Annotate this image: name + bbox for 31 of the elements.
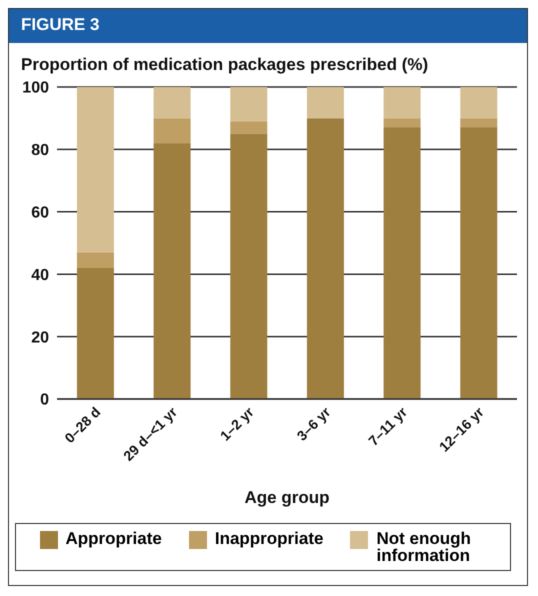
bar — [154, 87, 191, 118]
bar — [230, 134, 268, 399]
y-tick-label: 40 — [31, 266, 50, 284]
y-tick-label: 60 — [31, 204, 50, 222]
bar — [76, 268, 114, 399]
bar — [230, 121, 268, 134]
bar — [460, 118, 498, 128]
bar — [154, 118, 191, 144]
y-tick-label: 20 — [31, 329, 50, 346]
bar — [154, 143, 191, 399]
bar — [384, 118, 421, 128]
y-tick-label: 0 — [40, 392, 50, 409]
bar — [76, 87, 114, 252]
x-tick-label: 3–6 yr — [294, 403, 334, 444]
bar — [230, 87, 268, 122]
x-axis-title: Age group — [244, 488, 330, 507]
bar — [384, 128, 421, 399]
y-axis-title: Proportion of medication packages prescribed (%) — [20, 54, 430, 75]
bar — [384, 87, 421, 118]
bar — [306, 118, 344, 399]
chart-title: FIGURE 3 — [9, 9, 527, 43]
legend-label: Inappropriate — [214, 529, 324, 548]
legend-label: Appropriate — [66, 529, 162, 548]
bar — [460, 128, 498, 399]
bar — [76, 252, 114, 268]
y-tick-label: 100 — [22, 80, 50, 97]
x-tick-label: 1–2 yr — [216, 403, 258, 444]
legend-label: Not enough information — [376, 529, 472, 565]
bar — [306, 87, 344, 118]
y-tick-label: 80 — [31, 142, 50, 160]
bar — [460, 87, 498, 118]
